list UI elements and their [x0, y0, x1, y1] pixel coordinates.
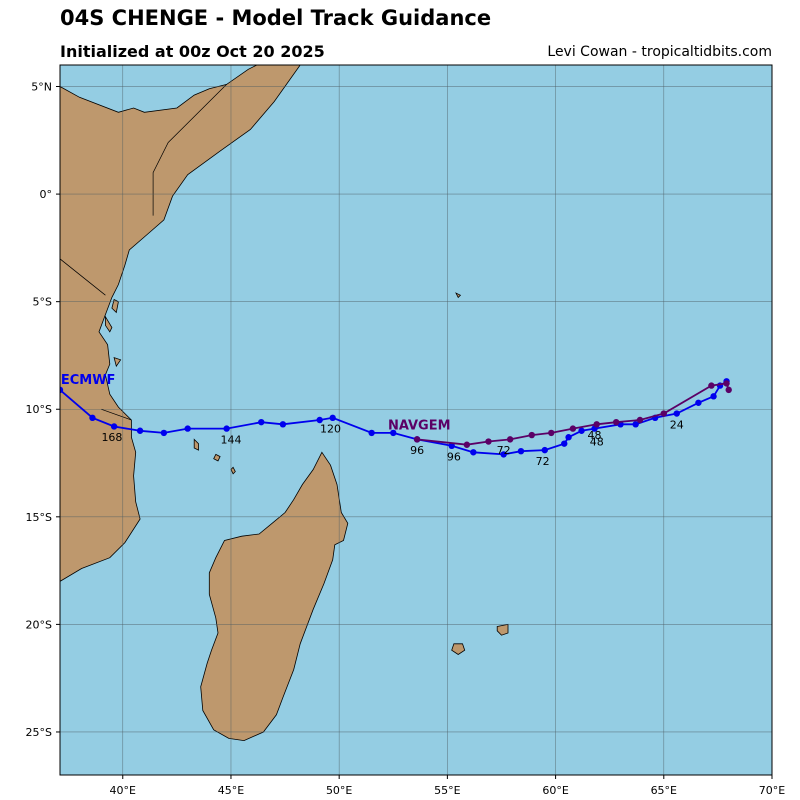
navgem-track-point	[636, 416, 644, 424]
ecmwf-forecast-hour-label: 24	[670, 418, 684, 431]
ecmwf-track-point	[632, 421, 639, 428]
ecmwf-track-point	[160, 429, 168, 437]
island	[451, 643, 466, 655]
ecmwf-track-point	[710, 393, 717, 400]
latitude-label: 0°	[40, 188, 53, 201]
ecmwf-forecast-hour-label: 144	[220, 433, 241, 446]
navgem-track-point	[708, 382, 715, 389]
navgem-forecast-hour-label: 96	[410, 444, 424, 457]
credit-text: Levi Cowan - tropicaltidbits.com	[547, 44, 772, 60]
map-title: 04S CHENGE - Model Track Guidance	[60, 6, 492, 30]
ecmwf-track-point	[561, 440, 568, 447]
navgem-track-point	[506, 436, 514, 443]
ecmwf-track-point	[223, 425, 230, 432]
ecmwf-track-point	[60, 386, 64, 394]
longitude-label: 60°E	[542, 784, 568, 797]
navgem-track-point	[413, 436, 421, 443]
country-border	[60, 258, 106, 296]
longitude-label: 40°E	[110, 784, 136, 797]
navgem-track-point	[528, 431, 535, 439]
ecmwf-track-point	[279, 421, 287, 428]
country-border	[100, 408, 132, 421]
longitude-label: 65°E	[651, 784, 677, 797]
ecmwf-track-point	[110, 423, 118, 430]
ecmwf-track-point	[541, 446, 548, 454]
navgem-model-label: NAVGEM	[388, 418, 451, 433]
ecmwf-track-point	[184, 425, 191, 432]
madagascar-landmass	[200, 451, 349, 742]
longitude-label: 55°E	[434, 784, 460, 797]
ecmwf-track-point	[329, 414, 336, 422]
ecmwf-forecast-hour-label: 48	[590, 436, 604, 449]
island	[111, 298, 119, 314]
map-frame	[59, 64, 773, 776]
longitude-label: 50°E	[326, 784, 352, 797]
navgem-forecast-hour-label: 48	[588, 429, 602, 442]
navgem-track-point	[463, 441, 471, 448]
navgem-track-point	[569, 425, 577, 432]
island	[496, 623, 509, 636]
longitude-label: 45°E	[218, 784, 244, 797]
latitude-label: 5°S	[33, 296, 52, 309]
ecmwf-track-point	[89, 414, 96, 422]
ecmwf-track-point	[517, 447, 525, 455]
ecmwf-track-point	[258, 418, 265, 426]
ecmwf-track-point	[695, 399, 702, 406]
longitude-label: 70°E	[759, 784, 785, 797]
latitude-label: 20°S	[26, 618, 52, 631]
navgem-track-point	[593, 421, 600, 428]
init-time: Initialized at 00z Oct 20 2025	[60, 42, 325, 61]
ecmwf-track-point	[390, 429, 397, 437]
island	[213, 453, 221, 462]
ecmwf-track-point	[565, 434, 572, 441]
ecmwf-track-point	[368, 429, 375, 437]
ecmwf-track-point	[500, 451, 507, 458]
navgem-track-point	[612, 418, 620, 426]
ecmwf-track-point	[578, 427, 585, 434]
ecmwf-track-point	[470, 449, 477, 456]
ecmwf-model-label: ECMWF	[61, 373, 116, 388]
navgem-track-line	[417, 382, 730, 446]
island	[193, 438, 199, 451]
island	[230, 466, 236, 475]
navgem-forecast-hour-label: 72	[497, 444, 511, 457]
navgem-track-point	[660, 410, 667, 417]
navgem-track-point	[485, 438, 492, 445]
ecmwf-track-point	[448, 442, 455, 450]
navgem-track-point	[548, 429, 555, 437]
island	[455, 292, 462, 299]
ecmwf-track-point	[316, 416, 323, 424]
ecmwf-track-point	[673, 410, 680, 417]
latitude-label: 15°S	[26, 511, 52, 524]
island	[105, 315, 113, 333]
ecmwf-forecast-hour-label: 72	[536, 455, 550, 468]
navgem-track-point	[725, 386, 732, 394]
ecmwf-forecast-hour-label: 168	[101, 431, 122, 444]
ecmwf-track-point	[136, 427, 144, 434]
island	[113, 356, 122, 368]
latitude-label: 5°N	[31, 81, 52, 94]
ecmwf-forecast-hour-label: 120	[320, 423, 341, 436]
latitude-label: 25°S	[26, 726, 52, 739]
latitude-label: 10°S	[26, 403, 52, 416]
navgem-track-point	[723, 380, 730, 387]
ecmwf-forecast-hour-label: 96	[447, 451, 461, 464]
